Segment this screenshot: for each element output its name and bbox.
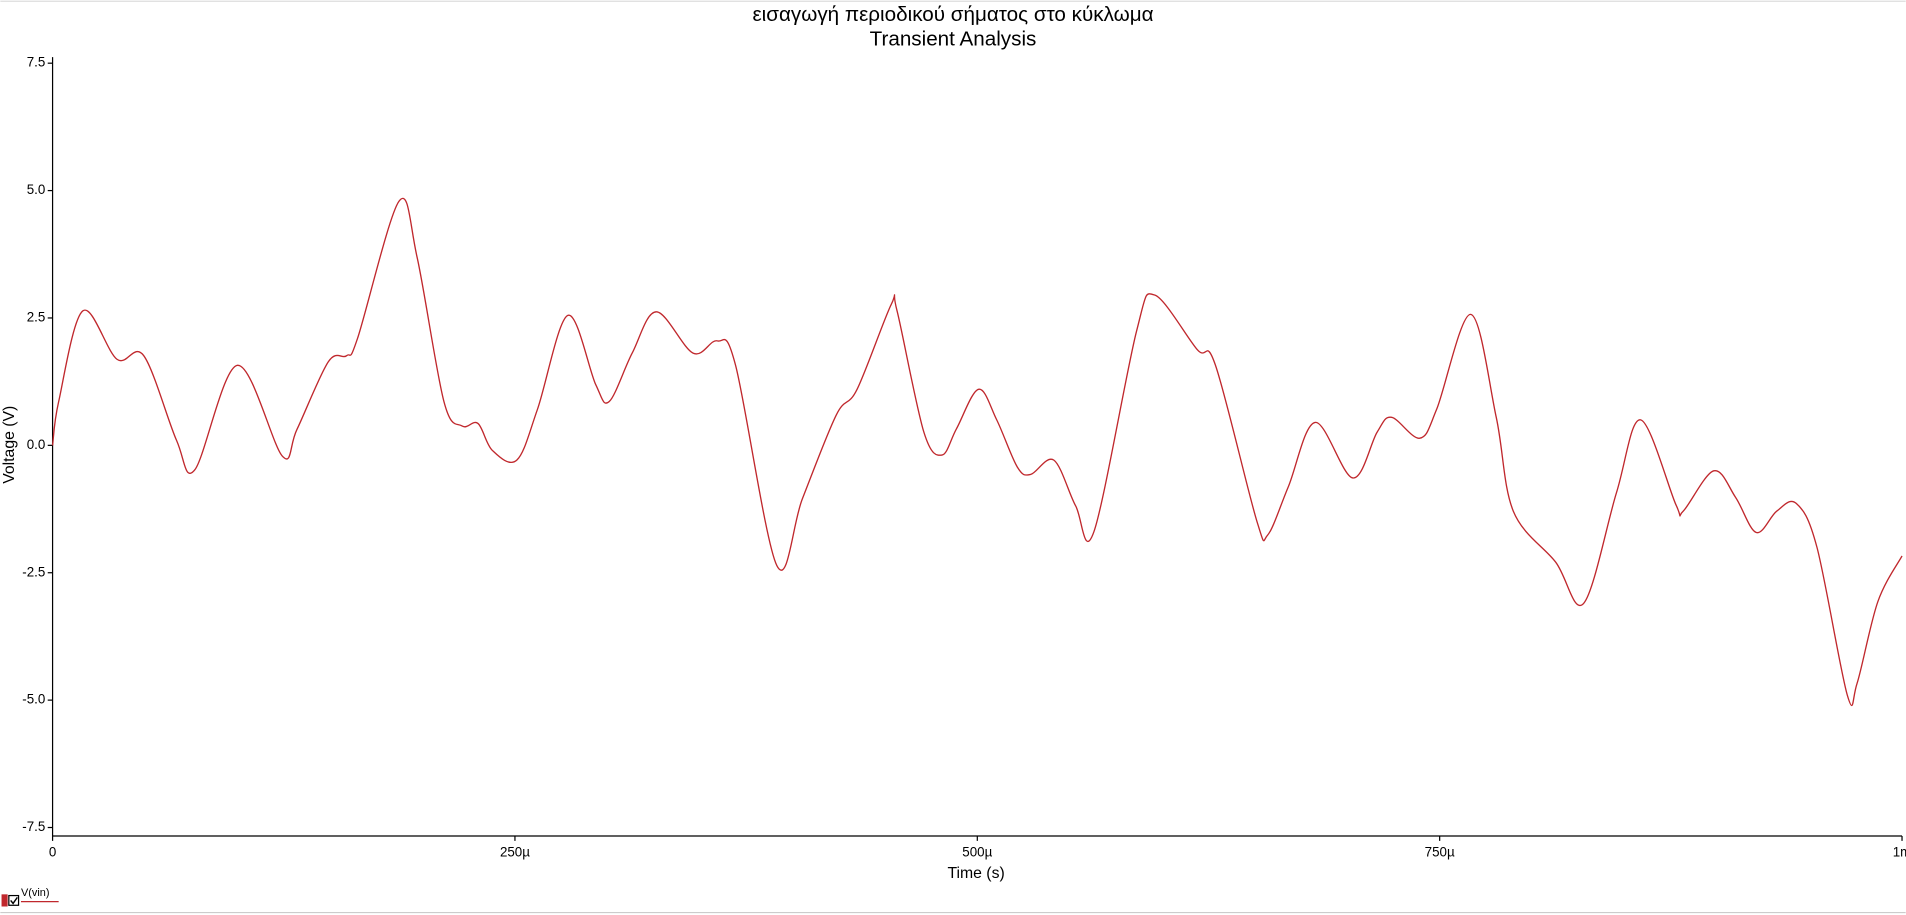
x-tick-label: 500µ bbox=[962, 845, 992, 860]
chart-subtitle: Transient Analysis bbox=[870, 28, 1037, 51]
legend-checkbox[interactable] bbox=[8, 894, 20, 906]
y-tick-label: 5.0 bbox=[27, 182, 46, 197]
x-tick-label: 1m bbox=[1893, 845, 1906, 860]
chart-title: εισαγωγή περιοδικού σήματος στο κύκλωμα bbox=[752, 3, 1153, 26]
x-tick-label: 0 bbox=[49, 845, 56, 860]
y-tick-label: 2.5 bbox=[27, 309, 46, 324]
legend-label: V(vin) bbox=[21, 887, 50, 899]
x-axis-label: Time (s) bbox=[947, 865, 1004, 882]
y-tick-label: 7.5 bbox=[27, 55, 46, 70]
legend-check bbox=[10, 896, 18, 905]
x-tick-label: 250µ bbox=[500, 845, 530, 860]
y-axis-label: Voltage (V) bbox=[1, 406, 18, 484]
line-series bbox=[51, 197, 1903, 707]
legend-marker bbox=[1, 894, 8, 907]
y-tick-label: 0.0 bbox=[27, 437, 46, 452]
x-tick-label: 750µ bbox=[1425, 845, 1455, 860]
y-tick-label: -5.0 bbox=[22, 692, 45, 707]
y-tick-label: -2.5 bbox=[22, 564, 45, 579]
y-tick-label: -7.5 bbox=[22, 819, 45, 834]
legend: V(vin) bbox=[1, 887, 59, 907]
